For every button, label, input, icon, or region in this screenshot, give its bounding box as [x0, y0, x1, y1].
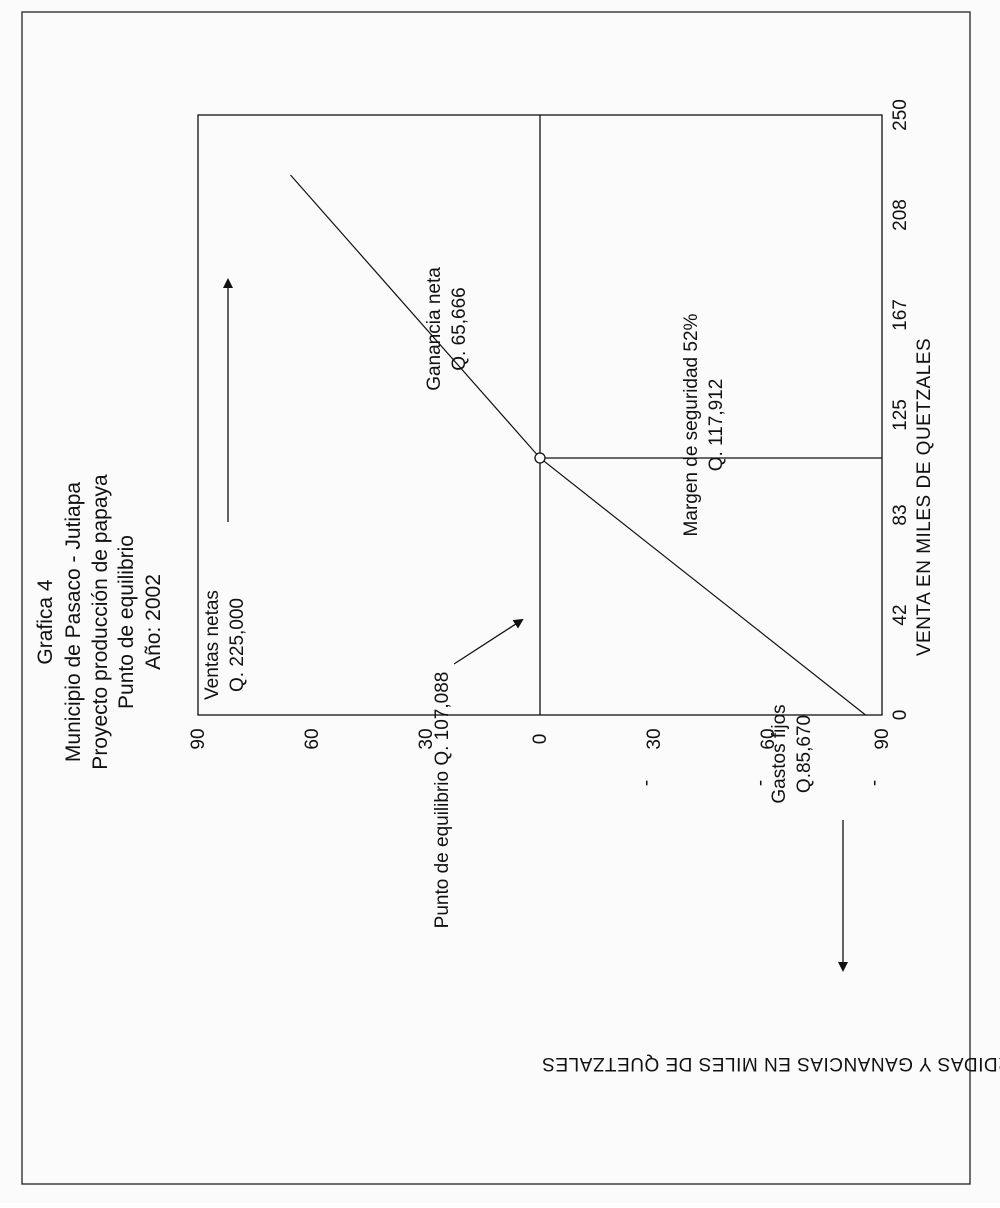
margen-line-2: Q. 117,912	[706, 379, 727, 472]
dash-mark: -	[750, 780, 771, 786]
equilibrio-arrow	[453, 618, 524, 665]
y-axis-title: PERDIDAS Y GANANCIAS EN MILES DE QUETZAL…	[542, 1053, 1000, 1074]
page-border	[21, 11, 971, 1185]
y-tick-label: 60	[758, 728, 779, 749]
x-tick-label: 167	[890, 299, 911, 331]
title-line-1: Grafica 4	[34, 579, 57, 665]
gastos-line-1: Gastos fijos	[769, 704, 790, 803]
x-tick-label: 125	[890, 399, 911, 431]
dash-marks: ---	[636, 780, 885, 786]
gastos-line-2: Q.85,670	[794, 715, 815, 793]
y-tick-label: 90	[188, 728, 209, 749]
y-tick-label: 60	[302, 728, 323, 749]
x-tick-labels: 0 42 83 125 167 208 250	[890, 99, 911, 720]
margen-line-1: Margen de seguridad 52%	[681, 313, 702, 536]
ventas-line-1: Ventas netas	[202, 590, 223, 700]
dash-mark: -	[636, 780, 657, 786]
y-tick-label: 0	[530, 734, 551, 745]
ganancia-line-2: Q. 65,666	[449, 287, 470, 370]
annotation-equilibrio: Punto de equilibrio Q. 107,088	[432, 672, 453, 929]
y-tick-labels: 90 60 30 0 30 60 90	[188, 728, 893, 749]
x-axis-title: VENTA EN MILES DE QUETZALES	[914, 338, 935, 656]
x-tick-label: 0	[890, 710, 911, 721]
title-line-4: Punto de equilibrio	[115, 535, 138, 709]
title-line-3: Proyecto producción de papaya	[89, 474, 112, 770]
annotation-margen: Margen de seguridad 52% Q. 117,912	[681, 313, 727, 536]
annotation-gastos: Gastos fijos Q.85,670	[769, 704, 815, 803]
annotation-ganancia: Ganancia neta Q. 65,666	[424, 267, 470, 391]
annotation-ventas: Ventas netas Q. 225,000	[202, 590, 248, 700]
x-tick-label: 208	[890, 199, 911, 231]
ganancia-line-1: Ganancia neta	[424, 267, 445, 391]
y-tick-label: 30	[416, 728, 437, 749]
x-tick-label: 83	[890, 504, 911, 525]
title-line-2: Municipio de Pasaco - Jutiapa	[62, 482, 85, 762]
dash-mark: -	[864, 780, 885, 786]
ventas-line-2: Q. 225,000	[227, 598, 248, 692]
x-tick-label: 250	[890, 99, 911, 131]
y-tick-label: 30	[644, 728, 665, 749]
chart-title: Grafica 4 Municipio de Pasaco - Jutiapa …	[34, 474, 165, 770]
x-tick-label: 42	[890, 604, 911, 625]
title-line-5: Año: 2002	[142, 574, 165, 670]
y-tick-label: 90	[872, 728, 893, 749]
break-even-point	[534, 452, 546, 464]
